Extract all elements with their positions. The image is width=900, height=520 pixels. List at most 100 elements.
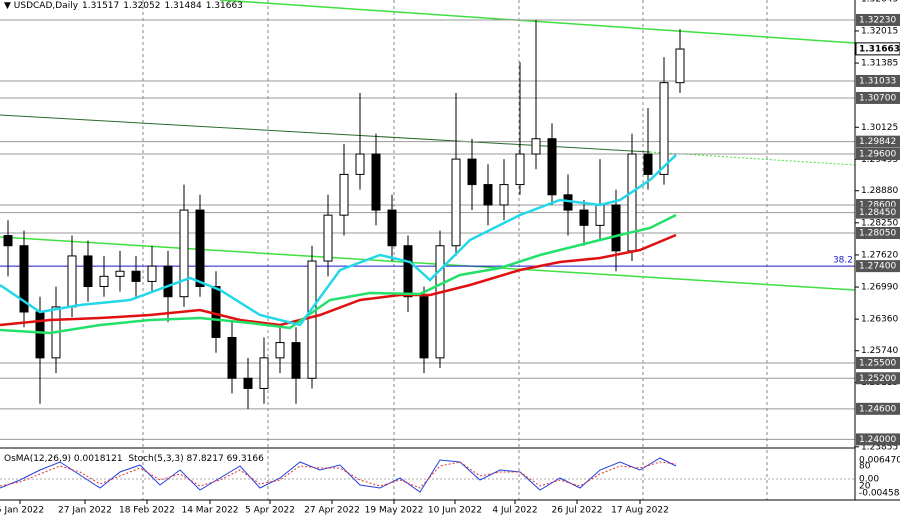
candle-body xyxy=(323,214,333,262)
level-label: 1.32230 xyxy=(859,15,896,25)
level-tag xyxy=(856,148,900,161)
y-tick-label: 1.30125 xyxy=(861,123,898,133)
y-tick-label: 1.25740 xyxy=(861,346,898,356)
candle-body xyxy=(19,245,29,313)
period-separators xyxy=(142,0,768,500)
y-tick-label: 1.32015 xyxy=(861,26,898,36)
x-tick-label: 4 Jul 2022 xyxy=(492,506,537,516)
close: 1.31663 xyxy=(205,1,243,11)
x-tick-label: 19 May 2022 xyxy=(365,506,424,516)
levels: 38.2 xyxy=(0,19,855,440)
candle-body xyxy=(451,158,461,247)
level-label: 1.24600 xyxy=(859,404,896,414)
low: 1.31484 xyxy=(164,1,202,11)
y-tick-label: 1.31385 xyxy=(861,59,898,69)
candle-body xyxy=(387,209,397,247)
level-label: 1.25200 xyxy=(859,374,896,384)
candle-body xyxy=(499,184,509,206)
high: 1.32052 xyxy=(123,1,161,11)
open: 1.31517 xyxy=(82,1,120,11)
candle-body xyxy=(611,204,621,252)
symbol: ▼ USDCAD,Daily xyxy=(4,1,79,11)
candle-body xyxy=(483,184,493,206)
y-tick-label: 1.28880 xyxy=(861,186,898,196)
indicator-axis-label: 20 xyxy=(859,482,871,492)
candle-body xyxy=(3,235,13,247)
indicator-axis-label: -0.0045888 xyxy=(859,489,900,499)
candle-body xyxy=(659,82,669,175)
chart-header: ▼ USDCAD,Daily 1.31517 1.32052 1.31484 1.316… xyxy=(4,1,247,11)
oscillator xyxy=(0,457,855,493)
candle-body xyxy=(163,265,173,298)
level-tag xyxy=(856,135,900,148)
candle-body xyxy=(371,153,381,211)
level-label: 1.24000 xyxy=(859,435,896,445)
level-tag xyxy=(856,402,900,415)
candle-body xyxy=(291,342,301,379)
candle-body xyxy=(227,336,237,379)
x-tick-label: 5 Jan 2022 xyxy=(0,506,44,516)
x-tick-label: 18 Feb 2022 xyxy=(119,506,175,516)
level-label: 1.29842 xyxy=(859,137,896,147)
candle-body xyxy=(275,342,285,359)
candle-body xyxy=(403,245,413,298)
level-tag xyxy=(856,13,900,26)
indicator-axis-label: 0.00 xyxy=(859,475,879,485)
y-tick-label: 1.26360 xyxy=(861,315,898,325)
candle-body xyxy=(547,138,557,196)
indicator-axis-label: 80 xyxy=(859,462,871,472)
candle-body xyxy=(83,255,93,288)
price-axis: 1.326451.320151.313851.301251.294951.288… xyxy=(855,0,900,452)
level-tag xyxy=(856,260,900,273)
candle-body xyxy=(355,153,365,175)
level-tag xyxy=(856,91,900,104)
candle-body xyxy=(531,138,541,155)
level-tag xyxy=(856,206,900,219)
y-tick-label: 1.32645 xyxy=(861,0,898,4)
x-tick-label: 27 Apr 2022 xyxy=(304,506,360,516)
x-tick-label: 27 Jan 2022 xyxy=(58,506,112,516)
level-tag xyxy=(856,74,900,87)
x-tick-label: 5 Apr 2022 xyxy=(245,506,295,516)
candle-body xyxy=(307,260,317,379)
x-tick-label: 17 Aug 2022 xyxy=(611,506,669,516)
candle-body xyxy=(595,204,605,226)
level-tag xyxy=(856,372,900,385)
fib-label: 38.2 xyxy=(833,256,853,266)
candle-body xyxy=(259,357,269,389)
level-label: 1.27400 xyxy=(859,262,896,272)
current-price-tag xyxy=(855,42,900,56)
x-tick-label: 10 Jun 2022 xyxy=(428,506,482,516)
moving-averages xyxy=(0,154,677,335)
candle-body xyxy=(211,286,221,338)
candle-body xyxy=(675,48,685,84)
candle-body xyxy=(195,209,205,288)
candle-body xyxy=(435,245,445,359)
level-tag xyxy=(856,433,900,446)
candle-body xyxy=(243,377,253,389)
y-tick-label: 1.23855 xyxy=(861,442,898,452)
candle-body xyxy=(339,173,349,216)
trendlines xyxy=(0,0,856,291)
y-tick-label: 1.27620 xyxy=(861,250,898,260)
candle-body xyxy=(643,153,653,175)
candle-body xyxy=(467,158,477,186)
y-tick-label: 1.28250 xyxy=(861,218,898,228)
level-label: 1.30700 xyxy=(859,93,896,103)
candle-body xyxy=(179,209,189,298)
date-axis: 5 Jan 2022 27 Jan 2022 18 Feb 2022 14 Mar 2… xyxy=(0,500,669,516)
x-tick-label: 14 Mar 2022 xyxy=(181,506,238,516)
candle-body xyxy=(67,255,77,308)
level-tag xyxy=(856,356,900,369)
level-label: 1.28600 xyxy=(859,200,896,210)
current-price-label: 1.31663 xyxy=(859,44,900,54)
candle-body xyxy=(627,153,637,252)
level-label: 1.29600 xyxy=(859,150,896,160)
level-label: 1.25500 xyxy=(859,358,896,368)
candle-body xyxy=(419,296,429,359)
x-tick-label: 26 Jul 2022 xyxy=(552,506,603,516)
